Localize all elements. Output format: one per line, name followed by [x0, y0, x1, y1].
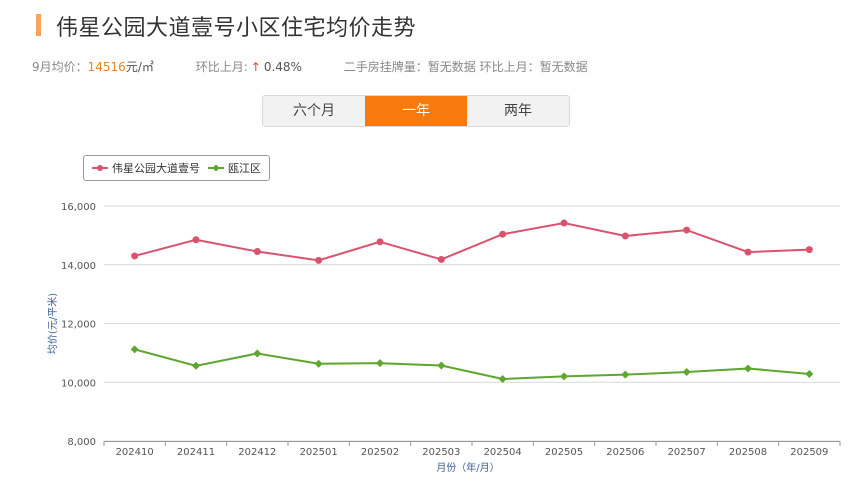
data-point — [376, 238, 384, 246]
x-tick-label: 202506 — [606, 447, 644, 458]
page-title: 伟星公园大道壹号小区住宅均价走势 — [56, 16, 417, 41]
tab-six-months[interactable]: 六个月 — [293, 103, 335, 119]
data-point — [192, 236, 200, 244]
y-tick-label: 10,000 — [61, 378, 96, 389]
tab-one-year[interactable]: 一年 — [365, 96, 467, 126]
x-tick-label: 202503 — [422, 447, 460, 458]
x-tick-label: 202412 — [238, 447, 276, 458]
avg-price-value: 14516 — [87, 60, 126, 74]
data-point — [805, 246, 813, 254]
x-axis-title: 月份（年/月） — [436, 461, 499, 474]
data-point — [253, 349, 262, 358]
y-tick-label: 8,000 — [67, 437, 96, 448]
data-point — [621, 232, 629, 240]
data-point — [131, 252, 139, 260]
mom-value: 0.48% — [263, 60, 302, 74]
data-point — [744, 248, 752, 256]
x-tick-label: 202411 — [177, 447, 215, 458]
avg-price-unit: 元/㎡ — [125, 60, 154, 74]
data-point — [621, 370, 630, 379]
data-point — [560, 219, 568, 227]
second-hand-value: 暂无数据 — [427, 60, 476, 74]
series-line — [134, 222, 810, 262]
mom-label: 环比上月: — [195, 60, 248, 74]
circle-marker-icon — [92, 163, 108, 173]
y-tick-label: 16,000 — [61, 202, 96, 213]
x-tick-label: 202505 — [545, 447, 583, 458]
data-point — [744, 364, 752, 373]
second-hand-mom-label: 环比上月： — [479, 60, 540, 74]
price-stats: 9月均价：14516元/㎡ 环比上月: ↑ 0.48% 二手房挂牌量：暂无数据 环比… — [32, 58, 588, 75]
chart-legend: 伟星公园大道壹号 瓯江区 — [83, 155, 270, 181]
legend-label-district: 瓯江区 — [228, 162, 261, 175]
second-hand-label: 二手房挂牌量： — [343, 60, 428, 74]
period-tabs: 六个月 一年 两年 — [262, 95, 570, 127]
x-tick-label: 202501 — [300, 447, 338, 458]
data-point — [376, 359, 384, 368]
data-point — [682, 367, 691, 376]
data-point — [253, 248, 261, 256]
legend-item-community[interactable]: 伟星公园大道壹号 — [92, 160, 200, 176]
x-tick-label: 202502 — [361, 447, 399, 458]
y-tick-label: 14,000 — [61, 261, 96, 272]
legend-item-district[interactable]: 瓯江区 — [208, 160, 261, 176]
data-point — [130, 345, 139, 354]
y-tick-label: 12,000 — [61, 320, 96, 331]
data-point — [683, 226, 691, 234]
tab-two-years[interactable]: 两年 — [504, 103, 532, 119]
data-point — [192, 361, 200, 370]
second-hand-mom-value: 暂无数据 — [539, 60, 588, 74]
x-tick-label: 202410 — [116, 447, 154, 458]
data-point — [437, 255, 445, 263]
title-accent-bar — [36, 14, 41, 36]
diamond-marker-icon — [208, 163, 224, 173]
x-tick-label: 202509 — [790, 447, 828, 458]
data-point — [498, 375, 507, 384]
y-axis-title: 均价(元/平米) — [46, 293, 59, 354]
data-point — [315, 256, 323, 264]
arrow-up-icon: ↑ — [250, 60, 261, 74]
x-tick-label: 202504 — [484, 447, 522, 458]
data-point — [499, 230, 507, 238]
data-point — [314, 359, 323, 368]
avg-price-label: 9月均价： — [32, 60, 88, 74]
data-point — [437, 361, 446, 370]
data-point — [560, 372, 568, 381]
legend-label-community: 伟星公园大道壹号 — [112, 162, 200, 175]
data-point — [805, 370, 814, 379]
series-line — [134, 348, 810, 381]
x-tick-label: 202507 — [668, 447, 706, 458]
x-tick-label: 202508 — [729, 447, 767, 458]
